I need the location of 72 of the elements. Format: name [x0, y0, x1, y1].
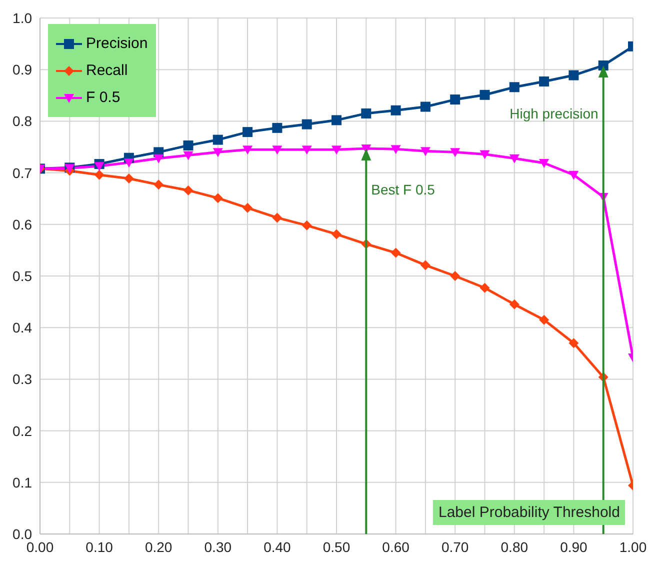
legend-label: Recall [86, 62, 128, 79]
x-tick-label: 0.40 [264, 538, 292, 555]
point [272, 146, 282, 155]
y-tick-label: 0.4 [12, 320, 32, 336]
point [242, 146, 253, 155]
annotation: Best F 0.5 [371, 182, 436, 198]
y-tick-label: 0.1 [12, 474, 32, 490]
point [272, 212, 282, 223]
point [212, 134, 223, 145]
point [390, 105, 401, 116]
point [332, 229, 342, 240]
point [212, 193, 223, 204]
x-tick-label: 0.10 [86, 538, 114, 555]
point [124, 158, 134, 168]
point [568, 338, 579, 348]
x-tick-label: 0.50 [322, 538, 350, 555]
point [124, 173, 134, 184]
x-tick-label: 0.80 [500, 538, 528, 555]
point [390, 248, 401, 258]
point [361, 108, 372, 118]
legend-label: Precision [86, 35, 148, 52]
y-tick-label: 0.2 [12, 422, 32, 439]
point [509, 82, 520, 92]
y-tick-label: 0.7 [12, 164, 32, 181]
y-tick-label: 0.9 [12, 62, 32, 78]
point [242, 127, 253, 138]
point [450, 94, 460, 105]
point [154, 180, 164, 190]
point [480, 150, 490, 160]
point [94, 170, 104, 180]
point [154, 154, 164, 164]
point [302, 146, 312, 155]
point [272, 122, 282, 133]
point [450, 271, 460, 281]
x-tick-label: 0.30 [204, 538, 232, 555]
point [480, 282, 490, 293]
point [420, 260, 430, 270]
y-tick-label: 0.3 [12, 371, 32, 388]
x-tick-label: 0.20 [144, 538, 172, 555]
point [183, 151, 194, 160]
point [332, 115, 342, 126]
annotation: High precision [510, 105, 598, 122]
point [450, 148, 460, 158]
point [539, 158, 550, 168]
point [212, 148, 223, 158]
point [480, 90, 490, 100]
point [390, 145, 401, 154]
point [242, 202, 253, 213]
point [183, 140, 194, 150]
point [183, 185, 194, 196]
point [509, 154, 520, 164]
point [420, 102, 430, 112]
point [539, 314, 550, 325]
y-tick-label: 1.0 [12, 10, 32, 26]
point [568, 70, 579, 80]
legend-label: F 0.5 [86, 89, 120, 106]
point [302, 119, 312, 130]
point [539, 76, 550, 86]
point [509, 299, 520, 310]
x-tick-label: 0.70 [441, 538, 469, 555]
x-tick-label: 0.90 [560, 538, 588, 555]
x-tick-label: 1.00 [619, 538, 647, 555]
x-axis-title: Label Probability Threshold [433, 500, 625, 525]
point [302, 220, 312, 230]
point [94, 162, 104, 172]
x-tick-label: 0.60 [382, 538, 410, 555]
point [420, 147, 430, 156]
point [568, 170, 579, 180]
y-tick-label: 0.8 [12, 113, 32, 130]
point [332, 146, 342, 155]
y-tick-label: 0.6 [12, 216, 32, 232]
y-tick-label: 0.5 [12, 268, 32, 284]
